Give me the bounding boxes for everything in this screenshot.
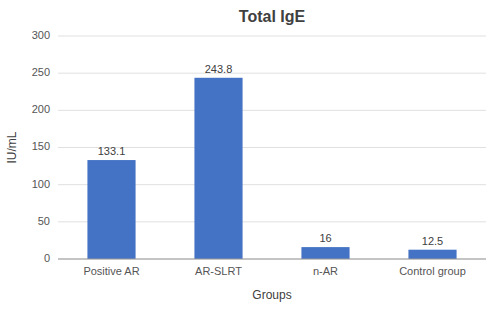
chart-container: 0 50 100 150 200 250 300 133.1 243.8 16 12.5 Positi… xyxy=(0,0,500,309)
y-tick-label: 250 xyxy=(32,66,50,78)
y-ticks: 0 50 100 150 200 250 300 xyxy=(32,29,50,264)
y-tick-label: 50 xyxy=(38,215,50,227)
x-tick-label: Positive AR xyxy=(83,265,139,277)
x-axis-line xyxy=(58,259,486,260)
x-tick-label: Control group xyxy=(399,265,466,277)
data-label: 243.8 xyxy=(205,63,233,75)
bar xyxy=(408,250,456,259)
x-tick-label: n-AR xyxy=(313,265,338,277)
x-axis-label: Groups xyxy=(252,288,291,302)
data-labels: 133.1 243.8 16 12.5 xyxy=(98,63,443,247)
y-tick-label: 0 xyxy=(44,252,50,264)
y-grid xyxy=(58,36,486,259)
grid-line xyxy=(58,36,486,37)
y-tick-label: 300 xyxy=(32,29,50,41)
x-tick-label: AR-SLRT xyxy=(195,265,242,277)
y-tick-label: 150 xyxy=(32,140,50,152)
page: {"chart_data": {"type": "bar", "title": … xyxy=(0,0,500,309)
bars xyxy=(87,78,456,259)
data-label: 12.5 xyxy=(422,235,443,247)
y-tick-label: 200 xyxy=(32,103,50,115)
data-label: 16 xyxy=(319,232,331,244)
chart-svg: 0 50 100 150 200 250 300 133.1 243.8 16 12.5 Positi… xyxy=(0,0,500,309)
data-label: 133.1 xyxy=(98,145,126,157)
bar xyxy=(194,78,242,259)
bar xyxy=(87,160,135,259)
bar xyxy=(301,247,349,259)
x-ticks: Positive AR AR-SLRT n-AR Control group xyxy=(83,265,465,277)
y-tick-label: 100 xyxy=(32,178,50,190)
y-axis-label: IU/mL xyxy=(5,131,19,163)
chart-title: Total IgE xyxy=(239,8,306,25)
grid-line xyxy=(58,110,486,111)
grid-line xyxy=(58,73,486,74)
grid-line xyxy=(58,259,486,260)
